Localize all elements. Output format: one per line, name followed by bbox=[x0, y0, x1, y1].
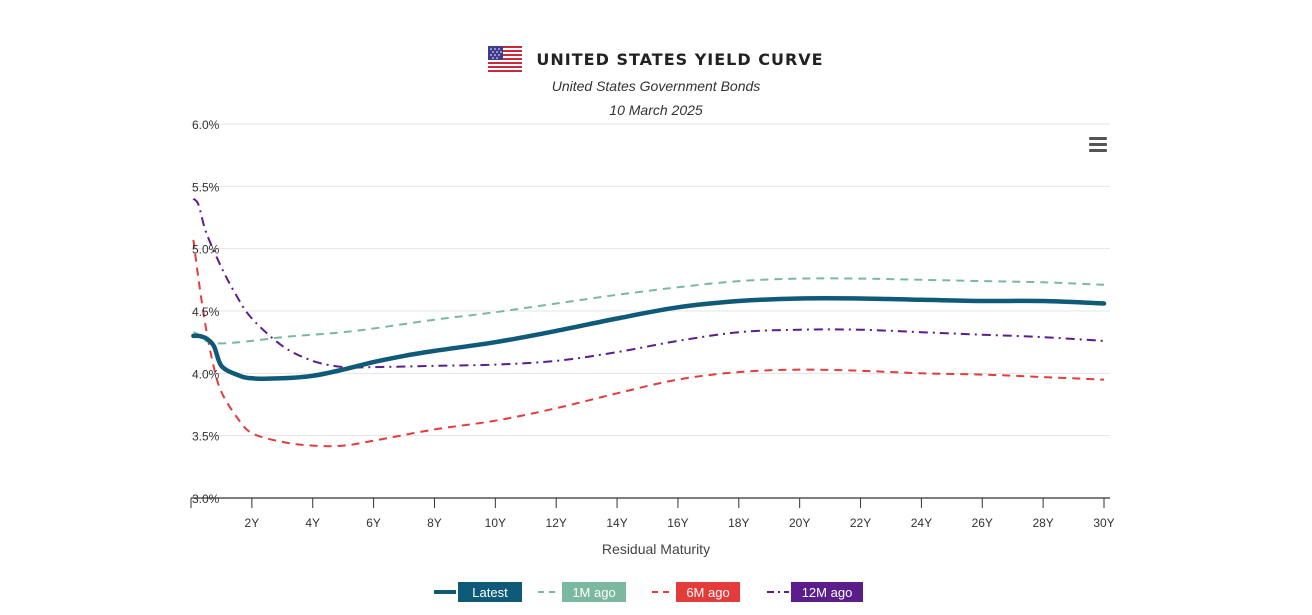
x-tick-label: 6Y bbox=[366, 516, 381, 530]
grid-lines bbox=[191, 123, 1110, 437]
us-flag-icon bbox=[488, 46, 523, 72]
series-lines bbox=[191, 198, 1107, 448]
x-tick-label: 18Y bbox=[728, 516, 749, 530]
y-tick-label: 4.0% bbox=[192, 367, 220, 381]
series-line-1m-ago bbox=[192, 277, 1105, 345]
y-tick-label: 3.0% bbox=[192, 492, 220, 506]
y-axis-labels: 3.0% 3.5% 4.0% 4.5% 5.0% 5.5% 6.0% bbox=[192, 118, 220, 506]
x-tick-label: 28Y bbox=[1032, 516, 1053, 530]
legend-label-bg bbox=[562, 582, 626, 602]
y-tick-label: 4.5% bbox=[192, 305, 220, 319]
series-line-latest bbox=[191, 296, 1107, 381]
chart-title: UNITED STATES YIELD CURVE bbox=[536, 49, 824, 69]
series-line-12m-ago bbox=[192, 198, 1105, 369]
x-tick-label: 8Y bbox=[427, 516, 442, 530]
legend-label: 1M ago bbox=[572, 585, 615, 600]
legend-label: Latest bbox=[472, 585, 508, 600]
chart-title-row: UNITED STATES YIELD CURVE bbox=[0, 42, 1312, 76]
legend-item-12m-ago[interactable]: 12M ago bbox=[767, 582, 863, 602]
legend-label-bg bbox=[791, 582, 863, 602]
legend-label: 12M ago bbox=[802, 585, 853, 600]
x-tick-label: 24Y bbox=[911, 516, 932, 530]
x-tick-label: 30Y bbox=[1093, 516, 1114, 530]
legend-label-bg bbox=[458, 582, 522, 602]
chart-subtitle: United States Government Bonds bbox=[551, 78, 761, 94]
y-tick-label: 5.5% bbox=[192, 180, 220, 194]
y-tick-label: 3.5% bbox=[192, 430, 220, 444]
legend-item-latest[interactable]: Latest bbox=[434, 582, 522, 602]
x-tick-label: 22Y bbox=[850, 516, 871, 530]
x-tick-label: 20Y bbox=[789, 516, 810, 530]
y-tick-label: 5.0% bbox=[192, 243, 220, 257]
x-tick-label: 26Y bbox=[972, 516, 993, 530]
chart-date: 10 March 2025 bbox=[609, 102, 703, 118]
hamburger-menu-icon bbox=[1089, 136, 1107, 140]
legend-label: 6M ago bbox=[686, 585, 729, 600]
hamburger-menu-icon bbox=[1089, 148, 1107, 152]
legend-item-1m-ago[interactable]: 1M ago bbox=[538, 582, 626, 602]
x-tick-label: 12Y bbox=[546, 516, 567, 530]
series-line-6m-ago bbox=[192, 239, 1105, 448]
x-tick-label: 16Y bbox=[667, 516, 688, 530]
legend: Latest 1M ago 6M ago 12M ago bbox=[434, 582, 863, 602]
x-axis: 2Y 4Y 6Y 8Y 10Y 12Y 14Y 16Y 18Y 20Y 22Y 24Y 26Y 28Y 30… bbox=[190, 497, 1115, 530]
chart-menu-button[interactable] bbox=[1086, 133, 1110, 155]
x-tick-label: 10Y bbox=[485, 516, 506, 530]
x-tick-label: 4Y bbox=[305, 516, 320, 530]
legend-item-6m-ago[interactable]: 6M ago bbox=[652, 582, 740, 602]
y-tick-label: 6.0% bbox=[192, 118, 220, 132]
x-tick-label: 14Y bbox=[606, 516, 627, 530]
hamburger-menu-icon bbox=[1089, 142, 1107, 146]
x-axis-title: Residual Maturity bbox=[601, 541, 711, 557]
legend-label-bg bbox=[676, 582, 740, 602]
x-tick-label: 2Y bbox=[245, 516, 260, 530]
